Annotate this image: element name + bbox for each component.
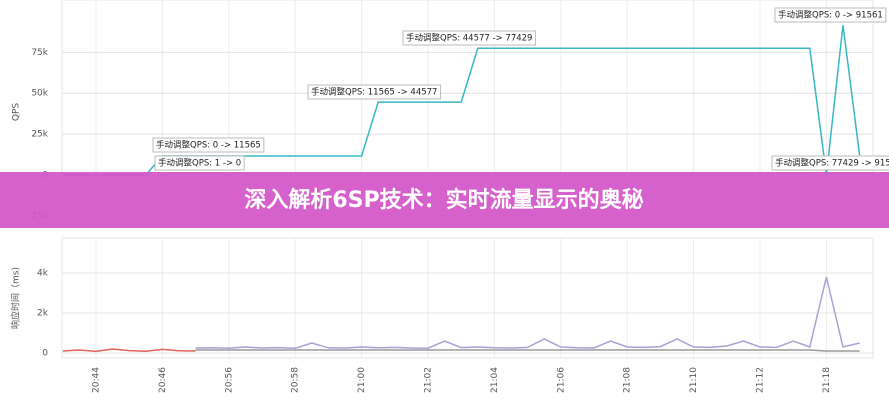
x-tick-label: 21:08 [623, 367, 633, 393]
x-tick-label: 20:58 [291, 367, 301, 393]
x-tick-label: 21:12 [756, 367, 766, 393]
y-tick-label: 25k [31, 130, 48, 140]
annotation: 手动调整QPS: 44577 -> 77429 [402, 30, 536, 46]
annotation: 手动调整QPS: 77429 -> 91561 [771, 155, 889, 171]
banner-title: 深入解析6SP技术：实时流量显示的奥秘 [244, 187, 643, 213]
annotation-text: 手动调整QPS: 11565 -> 44577 [311, 87, 437, 98]
annotation-box [154, 155, 245, 171]
x-tick-label: 20:56 [224, 367, 234, 393]
x-tick-label: 21:10 [689, 367, 699, 393]
annotation-text: 手动调整QPS: 44577 -> 77429 [406, 33, 532, 44]
y-tick-label: 0 [42, 349, 48, 359]
y-tick-label: 50k [31, 89, 48, 99]
x-tick-label: 21:00 [357, 367, 367, 393]
y-tick-label: 4k [37, 269, 49, 279]
banner-bg [0, 172, 889, 228]
annotation-box [771, 155, 889, 171]
annotation-box [402, 30, 536, 46]
y-axis-label: QPS [12, 103, 22, 122]
y-tick-label: 75k [31, 48, 48, 58]
x-tick-label: 21:02 [424, 367, 434, 393]
annotation-text: 手动调整QPS: 1 -> 0 [158, 158, 241, 169]
x-tick-label: 20:46 [158, 367, 168, 393]
x-tick-label: 20:44 [92, 367, 102, 393]
annotation-box [307, 84, 441, 100]
annotation: 手动调整QPS: 0 -> 91561 [774, 7, 887, 23]
y-axis-label: 响应时间（ms) [10, 267, 22, 329]
annotation-text: 手动调整QPS: 77429 -> 91561 [775, 158, 889, 169]
plot-area [61, 237, 874, 359]
data-line [62, 348, 196, 353]
data-line [195, 276, 860, 349]
x-tick-label: 21:06 [556, 367, 566, 393]
annotation-box [152, 137, 265, 153]
data-line [195, 349, 860, 352]
y-tick-label: 2k [37, 309, 49, 319]
x-tick-label: 21:18 [822, 367, 832, 393]
x-tick-label: 21:04 [490, 367, 500, 393]
annotation: 手动调整QPS: 0 -> 11565 [152, 137, 265, 153]
annotation-text: 手动调整QPS: 0 -> 11565 [156, 140, 261, 151]
annotation: 手动调整QPS: 1 -> 0 [154, 155, 245, 171]
annotation: 手动调整QPS: 11565 -> 44577 [307, 84, 441, 100]
annotation-text: 手动调整QPS: 0 -> 91561 [778, 10, 883, 21]
annotation-box [774, 7, 887, 23]
data-line [145, 25, 861, 176]
